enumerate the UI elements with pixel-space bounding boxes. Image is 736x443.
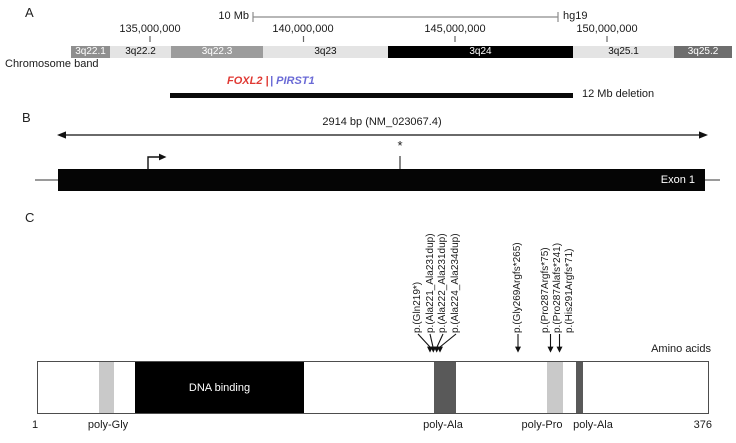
segment-poly-ala-2	[576, 362, 583, 413]
tss-arrow-icon	[147, 153, 167, 170]
deletion-label: 12 Mb deletion	[582, 88, 655, 100]
mutation-label-his291: p.(His291Argfs*71)	[564, 248, 575, 333]
band-3q22-2: 3q22.2	[110, 46, 171, 58]
mutation-label-pro287b: p.(Pro287Alafs*241)	[552, 242, 563, 333]
mutation-label-pro287a: p.(Pro287Argfs*75)	[540, 247, 551, 333]
segment-poly-gly	[99, 362, 114, 413]
mutation-arrows-group2	[547, 334, 563, 353]
region-label-poly-ala-2: poly-Ala	[573, 419, 613, 431]
exon1-bar: Exon 1	[58, 169, 705, 191]
band-3q22-3: 3q22.3	[171, 46, 263, 58]
scale-bar-line	[252, 12, 559, 22]
coordinate-135m: 135,000,000	[119, 23, 181, 35]
gene-pirst1-label: | PIRST1	[270, 75, 315, 87]
mutation-label-gly269: p.(Gly269Argfs*265)	[512, 242, 523, 333]
coordinate-140m: 140,000,000	[272, 23, 334, 35]
mutation-arrow-single	[515, 334, 521, 353]
band-3q23: 3q23	[263, 46, 388, 58]
protein-scale-start: 1	[31, 419, 39, 431]
band-3q22-1: 3q22.1	[71, 46, 110, 58]
scale-length-label: 10 Mb	[218, 10, 249, 22]
chromosome-band-track: 3q22.1 3q22.2 3q22.3 3q23 3q24 3q25.1 3q…	[71, 46, 732, 58]
region-label-poly-pro: poly-Pro	[521, 419, 563, 431]
coordinate-145m: 145,000,000	[424, 23, 486, 35]
gene-foxl2-label: FOXL2 |	[227, 75, 269, 87]
panel-b-label: B	[22, 110, 31, 125]
deletion-bar	[170, 93, 573, 98]
exon1-label: Exon 1	[660, 174, 695, 186]
coordinate-ticks	[149, 36, 608, 42]
band-3q25-1: 3q25.1	[573, 46, 674, 58]
segment-poly-pro	[547, 362, 563, 413]
transcript-span-arrow	[57, 131, 708, 139]
panel-a-label: A	[25, 5, 34, 20]
amino-acids-label: Amino acids	[651, 343, 711, 355]
mutation-arrows-group1	[417, 333, 457, 353]
variant-asterisk: *	[397, 138, 403, 153]
mutation-label-ala221: p.(Ala221_Ala231dup)	[425, 233, 436, 333]
region-label-poly-gly: poly-Gly	[87, 419, 129, 431]
panel-c-label: C	[25, 210, 35, 225]
genome-build-label: hg19	[563, 10, 588, 22]
protein-scale-end: 376	[693, 419, 712, 431]
segment-dna-binding: DNA binding	[135, 362, 304, 413]
mutation-label-ala222: p.(Ala222_Ala231dup)	[437, 233, 448, 333]
protein-bar: DNA binding	[37, 361, 709, 414]
coordinate-150m: 150,000,000	[576, 23, 638, 35]
mutation-label-gln219: p.(Gln219*)	[412, 281, 423, 333]
band-3q24: 3q24	[388, 46, 573, 58]
mutation-label-ala224: p.(Ala224_Ala234dup)	[450, 233, 461, 333]
dna-binding-label: DNA binding	[188, 381, 251, 394]
segment-poly-ala-1	[434, 362, 456, 413]
region-label-poly-ala-1: poly-Ala	[423, 419, 463, 431]
chromosome-band-row-label: Chromosome band	[5, 58, 99, 70]
band-3q25-2: 3q25.2	[674, 46, 732, 58]
transcript-span-label: 2914 bp (NM_023067.4)	[322, 116, 442, 128]
